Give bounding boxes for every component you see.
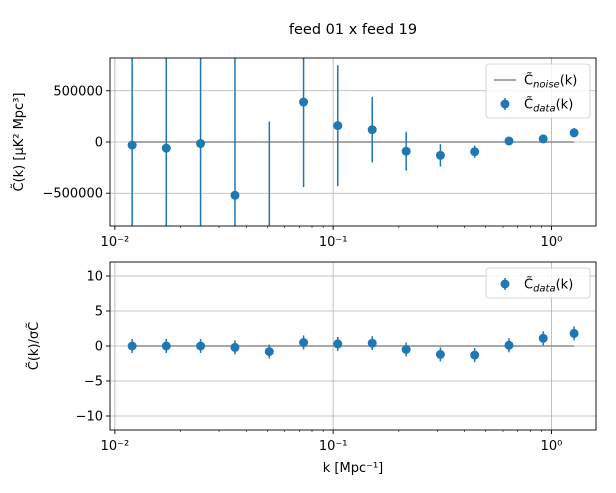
- data-point: [367, 338, 377, 348]
- data-point: [504, 136, 514, 146]
- data-point: [367, 125, 377, 135]
- y-tick-label: −5: [84, 375, 103, 390]
- x-axis: 10⁻² 10⁻¹ 10⁰: [101, 430, 563, 454]
- data-point: [569, 328, 579, 338]
- plot-area: [127, 58, 579, 280]
- x-tick-label: 10⁻²: [101, 439, 130, 454]
- data-point: [299, 97, 309, 107]
- data-point: [230, 190, 240, 200]
- y-axis: −500000 0 500000: [42, 84, 110, 202]
- x-tick-label: 10⁻¹: [319, 439, 348, 454]
- data-point: [265, 271, 274, 280]
- y-tick-label: 5: [95, 305, 103, 320]
- y-axis: −10 −5 0 5 10: [76, 270, 110, 425]
- y-tick-label: −10: [76, 410, 103, 425]
- data-point: [161, 341, 171, 351]
- data-point: [127, 140, 137, 150]
- data-point: [504, 340, 514, 350]
- legend-box: [485, 267, 591, 299]
- data-point: [538, 333, 548, 343]
- x-axis: 10⁻² 10⁻¹ 10⁰: [101, 226, 563, 250]
- data-point: [333, 121, 343, 131]
- data-point: [401, 146, 411, 156]
- y-tick-label: 500000: [53, 84, 103, 99]
- legend: C̃data(k): [485, 267, 591, 299]
- plot-area: [127, 326, 579, 363]
- x-tick-label: 10⁻¹: [319, 235, 348, 250]
- figure-title: feed 01 x feed 19: [289, 22, 417, 38]
- y-tick-label: 0: [95, 340, 103, 355]
- data-point: [196, 139, 206, 149]
- data-point: [435, 349, 445, 359]
- data-point: [299, 338, 309, 347]
- x-tick-label: 10⁻²: [101, 235, 130, 250]
- data-point: [470, 350, 480, 360]
- x-tick-label: 10⁰: [541, 439, 563, 454]
- data-point: [230, 342, 240, 352]
- data-point: [333, 339, 343, 349]
- data-point: [569, 128, 579, 138]
- y-tick-label: −500000: [42, 187, 103, 202]
- top-panel: 10⁻² 10⁻¹ 10⁰ −500000 0 500000 C̃(k) [μK² Mpc³…: [12, 57, 597, 280]
- y-axis-label: C̃(k)/σC̃: [27, 322, 42, 370]
- data-point: [127, 341, 137, 351]
- legend: C̃noise(k) C̃data(k): [485, 63, 591, 119]
- data-point: [401, 345, 411, 354]
- data-point: [538, 134, 548, 144]
- y-axis-label: C̃(k) [μK² Mpc³]: [12, 93, 27, 192]
- legend-label: C̃data(k): [524, 97, 573, 114]
- x-axis-label: k [Mpc⁻¹]: [323, 461, 384, 476]
- y-tick-label: 0: [95, 136, 103, 151]
- data-point: [196, 341, 206, 351]
- y-tick-label: 10: [86, 270, 103, 285]
- data-point: [435, 150, 445, 160]
- legend-label: C̃noise(k): [524, 73, 577, 90]
- data-point: [161, 143, 171, 153]
- data-point: [264, 347, 274, 357]
- legend-label: C̃data(k): [524, 277, 573, 294]
- legend-box: [485, 63, 591, 119]
- legend-point-swatch: [500, 99, 510, 109]
- bottom-panel: 10⁻² 10⁻¹ 10⁰ −10 −5 0 5 10 C̃(k)/σC̃ k [Mpc⁻¹] C̃…: [27, 261, 597, 476]
- x-tick-label: 10⁰: [541, 235, 563, 250]
- data-point: [470, 147, 480, 157]
- legend-point-swatch: [500, 279, 510, 289]
